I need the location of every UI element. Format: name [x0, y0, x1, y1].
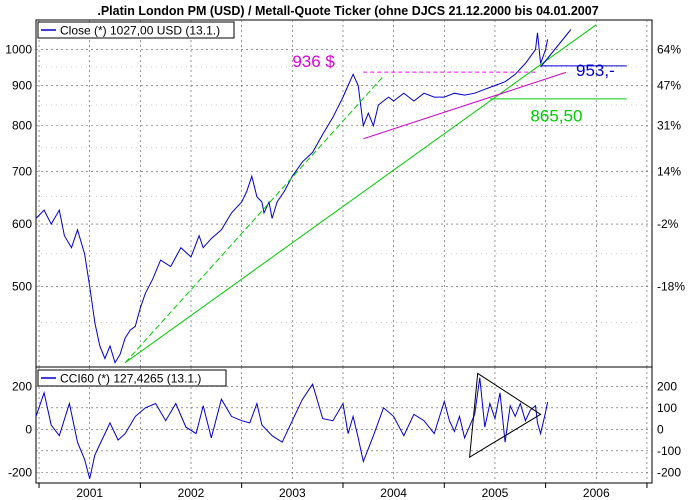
long-trend-line	[124, 24, 597, 364]
chart-title: .Platin London PM (USD) / Metall-Quote T…	[97, 4, 598, 18]
price-y-tick-label-pct: -18%	[657, 279, 685, 293]
trend-line-2003	[124, 75, 384, 364]
price-panel	[35, 19, 653, 368]
price-y-tick-label: 500	[12, 279, 32, 293]
price-y-tick-label-pct: 47%	[657, 78, 681, 92]
cci-triangle-pattern	[469, 372, 542, 459]
x-tick-label: 2001	[76, 486, 103, 500]
cci-grid	[36, 367, 652, 483]
cci-plot	[35, 372, 549, 479]
short-trend-line	[540, 29, 572, 68]
x-tick-label: 2002	[178, 486, 205, 500]
price-y-tick-label: 900	[12, 78, 32, 92]
annotation-953: 953,-	[576, 61, 615, 80]
price-y-tick-label-pct: 31%	[657, 119, 681, 133]
x-tick-label: 2003	[279, 486, 306, 500]
cci-y-tick-label: 200	[12, 379, 32, 393]
price-y-tick-label-pct: 14%	[657, 164, 681, 178]
cci-axis-ticks: 200 200 100 0 0 -100 -200 -200	[8, 379, 681, 479]
support-trend-line	[363, 71, 567, 140]
price-annotations: 936 $ 953,- 865,50	[292, 52, 614, 126]
cci-line	[35, 377, 549, 479]
annotation-936: 936 $	[292, 52, 335, 71]
cci-legend-label: CCI60 (*) 127,4265 (13.1.)	[60, 372, 201, 386]
price-y-tick-label: 1000	[5, 42, 32, 56]
cci-legend	[37, 369, 227, 387]
cci-y-tick-label-right: -200	[657, 465, 681, 479]
close-price-line	[35, 32, 549, 364]
annotation-865: 865,50	[530, 106, 582, 125]
x-tick-label: 2006	[583, 486, 610, 500]
price-y-tick-label-pct: -2%	[657, 217, 679, 231]
x-tick-label: 2004	[380, 486, 407, 500]
price-y-tick-label-pct: 64%	[657, 42, 681, 56]
x-axis: 2001 2002 2003 2004 2005 2006	[38, 483, 648, 500]
cci-y-tick-label: -200	[8, 465, 32, 479]
x-tick-label: 2005	[482, 486, 509, 500]
price-y-tick-label: 600	[12, 217, 32, 231]
price-legend	[37, 21, 235, 39]
price-plot	[35, 24, 627, 364]
cci-y-tick-label-right: 0	[657, 422, 664, 436]
cci-y-tick-label-right: 100	[657, 401, 677, 415]
cci-y-tick-label-right: 200	[657, 379, 677, 393]
cci-y-tick-label: 0	[25, 422, 32, 436]
price-axis-ticks: 1000 64% 900 47% 800 31% 700 14% 600 -2% 500 -18%	[5, 42, 685, 293]
price-legend-label: Close (*) 1027,00 USD (13.1.)	[60, 24, 220, 38]
price-y-tick-label: 700	[12, 164, 32, 178]
cci-y-tick-label-right: -100	[657, 444, 681, 458]
price-y-tick-label: 800	[12, 119, 32, 133]
